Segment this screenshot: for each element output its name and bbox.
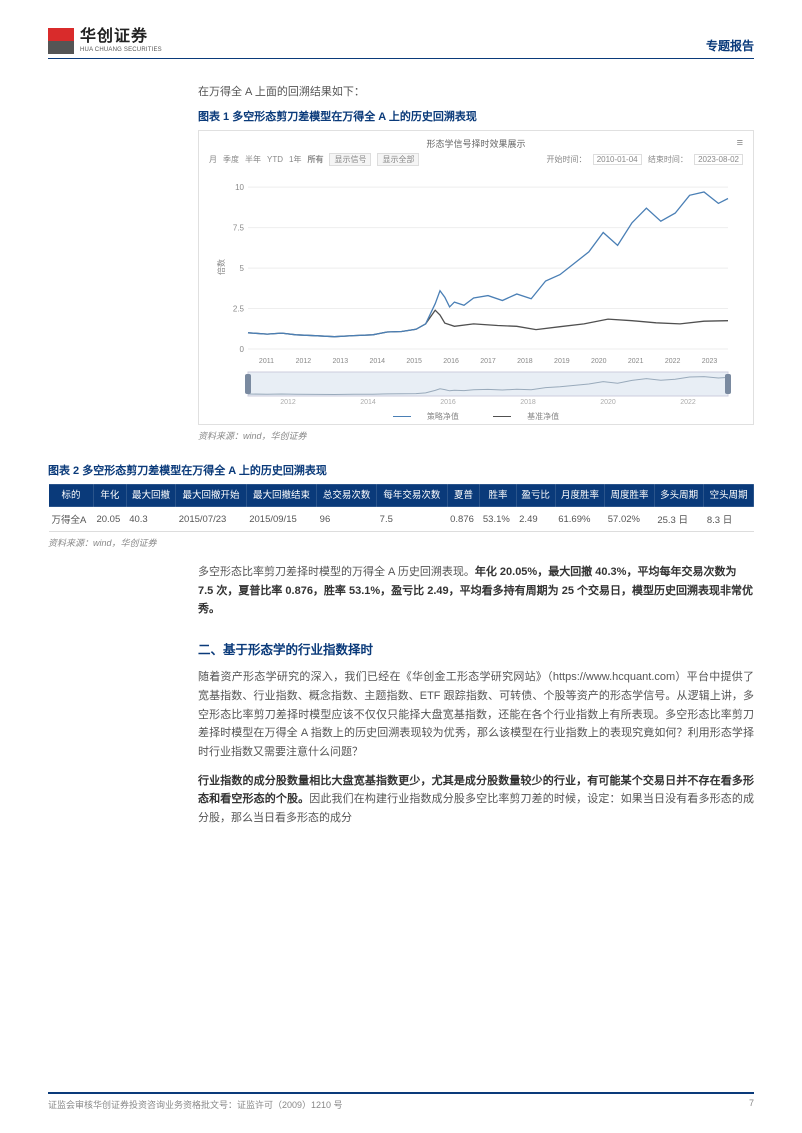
col-header: 月度胜率 xyxy=(555,484,605,506)
main-chart: 0 2.5 5 7.5 10 倍数 2011 2012 2013 2014 2015 2016 2017… xyxy=(209,167,743,367)
svg-text:2.5: 2.5 xyxy=(233,304,245,313)
range-1年[interactable]: 1年 xyxy=(289,155,301,164)
start-label: 开始时间： xyxy=(546,155,586,164)
chart1-head: 形态学信号择时效果展示 xyxy=(209,137,743,150)
cell: 2.49 xyxy=(516,507,555,532)
start-value: 2010-01-04 xyxy=(593,154,642,165)
svg-text:2012: 2012 xyxy=(280,399,296,406)
svg-text:2016: 2016 xyxy=(440,399,456,406)
svg-text:2015: 2015 xyxy=(406,358,422,365)
footer-left: 证监会审核华创证券投资咨询业务资格批文号：证监许可（2009）1210 号 xyxy=(48,1098,343,1111)
chart-controls: 月季度半年 YTD 1年所有显示信号显示全部 开始时间： 2010-01-04 结束… xyxy=(209,154,743,165)
chart1-source: 资料来源：wind，华创证券 xyxy=(198,429,754,442)
col-header: 年化 xyxy=(93,484,126,506)
doc-type: 专题报告 xyxy=(706,37,754,54)
svg-text:2011: 2011 xyxy=(259,358,274,365)
col-header: 周度胜率 xyxy=(605,484,655,506)
legend-base: 基准净值 xyxy=(527,412,559,421)
cell: 2015/09/15 xyxy=(246,507,316,532)
cell: 40.3 xyxy=(126,507,176,532)
col-header: 最大回撤结束 xyxy=(246,484,316,506)
svg-text:2013: 2013 xyxy=(333,358,349,365)
svg-text:2017: 2017 xyxy=(480,358,496,365)
cell: 61.69% xyxy=(555,507,605,532)
table-row: 万得全A20.0540.32015/07/232015/09/15967.50.… xyxy=(49,507,754,532)
table2-title: 图表 2 多空形态剪刀差模型在万得全 A 上的历史回溯表现 xyxy=(48,462,754,478)
para-after-table: 多空形态比率剪刀差择时模型的万得全 A 历史回溯表现。年化 20.05%，最大回… xyxy=(198,563,754,619)
svg-text:2021: 2021 xyxy=(628,358,644,365)
range-所有[interactable]: 所有 xyxy=(307,155,323,164)
page-footer: 证监会审核华创证券投资咨询业务资格批文号：证监许可（2009）1210 号 7 xyxy=(48,1092,754,1111)
svg-text:2012: 2012 xyxy=(296,358,312,365)
table2-source: 资料来源：wind，华创证券 xyxy=(48,536,754,549)
col-header: 最大回撤 xyxy=(126,484,176,506)
svg-text:2019: 2019 xyxy=(554,358,570,365)
footer-page: 7 xyxy=(749,1098,754,1111)
svg-text:2018: 2018 xyxy=(520,399,536,406)
col-header: 每年交易次数 xyxy=(377,484,447,506)
cell: 53.1% xyxy=(480,507,516,532)
page-header: 华创证券 HUA CHUANG SECURITIES 专题报告 xyxy=(48,28,754,59)
section2-heading: 二、基于形态学的行业指数择时 xyxy=(198,639,754,658)
svg-text:2014: 2014 xyxy=(360,399,376,406)
col-header: 多头周期 xyxy=(654,484,704,506)
chart-btn[interactable]: 显示信号 xyxy=(329,153,371,166)
section2-p1: 随着资产形态学研究的深入，我们已经在《华创金工形态学研究网站》（https://… xyxy=(198,668,754,761)
svg-text:2022: 2022 xyxy=(680,399,696,406)
section2-p2: 行业指数的成分股数量相比大盘宽基指数更少，尤其是成分股数量较少的行业，有可能某个… xyxy=(198,772,754,828)
col-header: 盈亏比 xyxy=(516,484,555,506)
svg-text:2020: 2020 xyxy=(600,399,616,406)
end-label: 结束时间： xyxy=(648,155,688,164)
cell: 0.876 xyxy=(447,507,480,532)
end-value: 2023-08-02 xyxy=(694,154,743,165)
logo-en: HUA CHUANG SECURITIES xyxy=(80,47,162,53)
svg-text:倍数: 倍数 xyxy=(216,259,226,275)
brush-chart[interactable]: 2012 2014 2016 2018 2020 2022 xyxy=(209,370,743,406)
chart1-title: 图表 1 多空形态剪刀差模型在万得全 A 上的历史回溯表现 xyxy=(198,108,754,124)
svg-text:2014: 2014 xyxy=(369,358,385,365)
svg-text:7.5: 7.5 xyxy=(233,223,245,232)
logo-cn: 华创证券 xyxy=(80,29,162,45)
range-半年[interactable]: 半年 xyxy=(245,155,261,164)
svg-text:2020: 2020 xyxy=(591,358,607,365)
logo-mark xyxy=(48,28,74,54)
col-header: 最大回撤开始 xyxy=(176,484,246,506)
col-header: 空头周期 xyxy=(704,484,754,506)
chart-legend: 策略净值 基准净值 xyxy=(209,411,743,422)
svg-text:5: 5 xyxy=(240,264,245,273)
cell: 57.02% xyxy=(605,507,655,532)
cell: 8.3 日 xyxy=(704,507,754,532)
cell: 20.05 xyxy=(93,507,126,532)
svg-text:2023: 2023 xyxy=(702,358,718,365)
range-季度[interactable]: 季度 xyxy=(223,155,239,164)
cell: 96 xyxy=(317,507,377,532)
chart1-box: ≡ 形态学信号择时效果展示 月季度半年 YTD 1年所有显示信号显示全部 开始时间：… xyxy=(198,130,754,425)
cell: 万得全A xyxy=(49,507,94,532)
range-月[interactable]: 月 xyxy=(209,155,217,164)
cell: 2015/07/23 xyxy=(176,507,246,532)
svg-text:0: 0 xyxy=(240,345,245,354)
svg-text:2016: 2016 xyxy=(443,358,459,365)
col-header: 胜率 xyxy=(480,484,516,506)
col-header: 总交易次数 xyxy=(317,484,377,506)
chart-btn[interactable]: 显示全部 xyxy=(377,153,419,166)
perf-table: 标的年化最大回撤最大回撤开始最大回撤结束总交易次数每年交易次数夏普胜率盈亏比月度… xyxy=(48,484,754,532)
col-header: 夏普 xyxy=(447,484,480,506)
cell: 7.5 xyxy=(377,507,447,532)
chart-menu-icon[interactable]: ≡ xyxy=(737,137,743,149)
svg-text:10: 10 xyxy=(235,183,244,192)
svg-text:2022: 2022 xyxy=(665,358,681,365)
svg-text:2018: 2018 xyxy=(517,358,533,365)
cell: 25.3 日 xyxy=(654,507,704,532)
range-YTD[interactable]: YTD xyxy=(267,155,283,164)
logo: 华创证券 HUA CHUANG SECURITIES xyxy=(48,28,162,54)
intro-line: 在万得全 A 上面的回溯结果如下： xyxy=(198,83,754,102)
legend-strategy: 策略净值 xyxy=(427,412,459,421)
col-header: 标的 xyxy=(49,484,94,506)
